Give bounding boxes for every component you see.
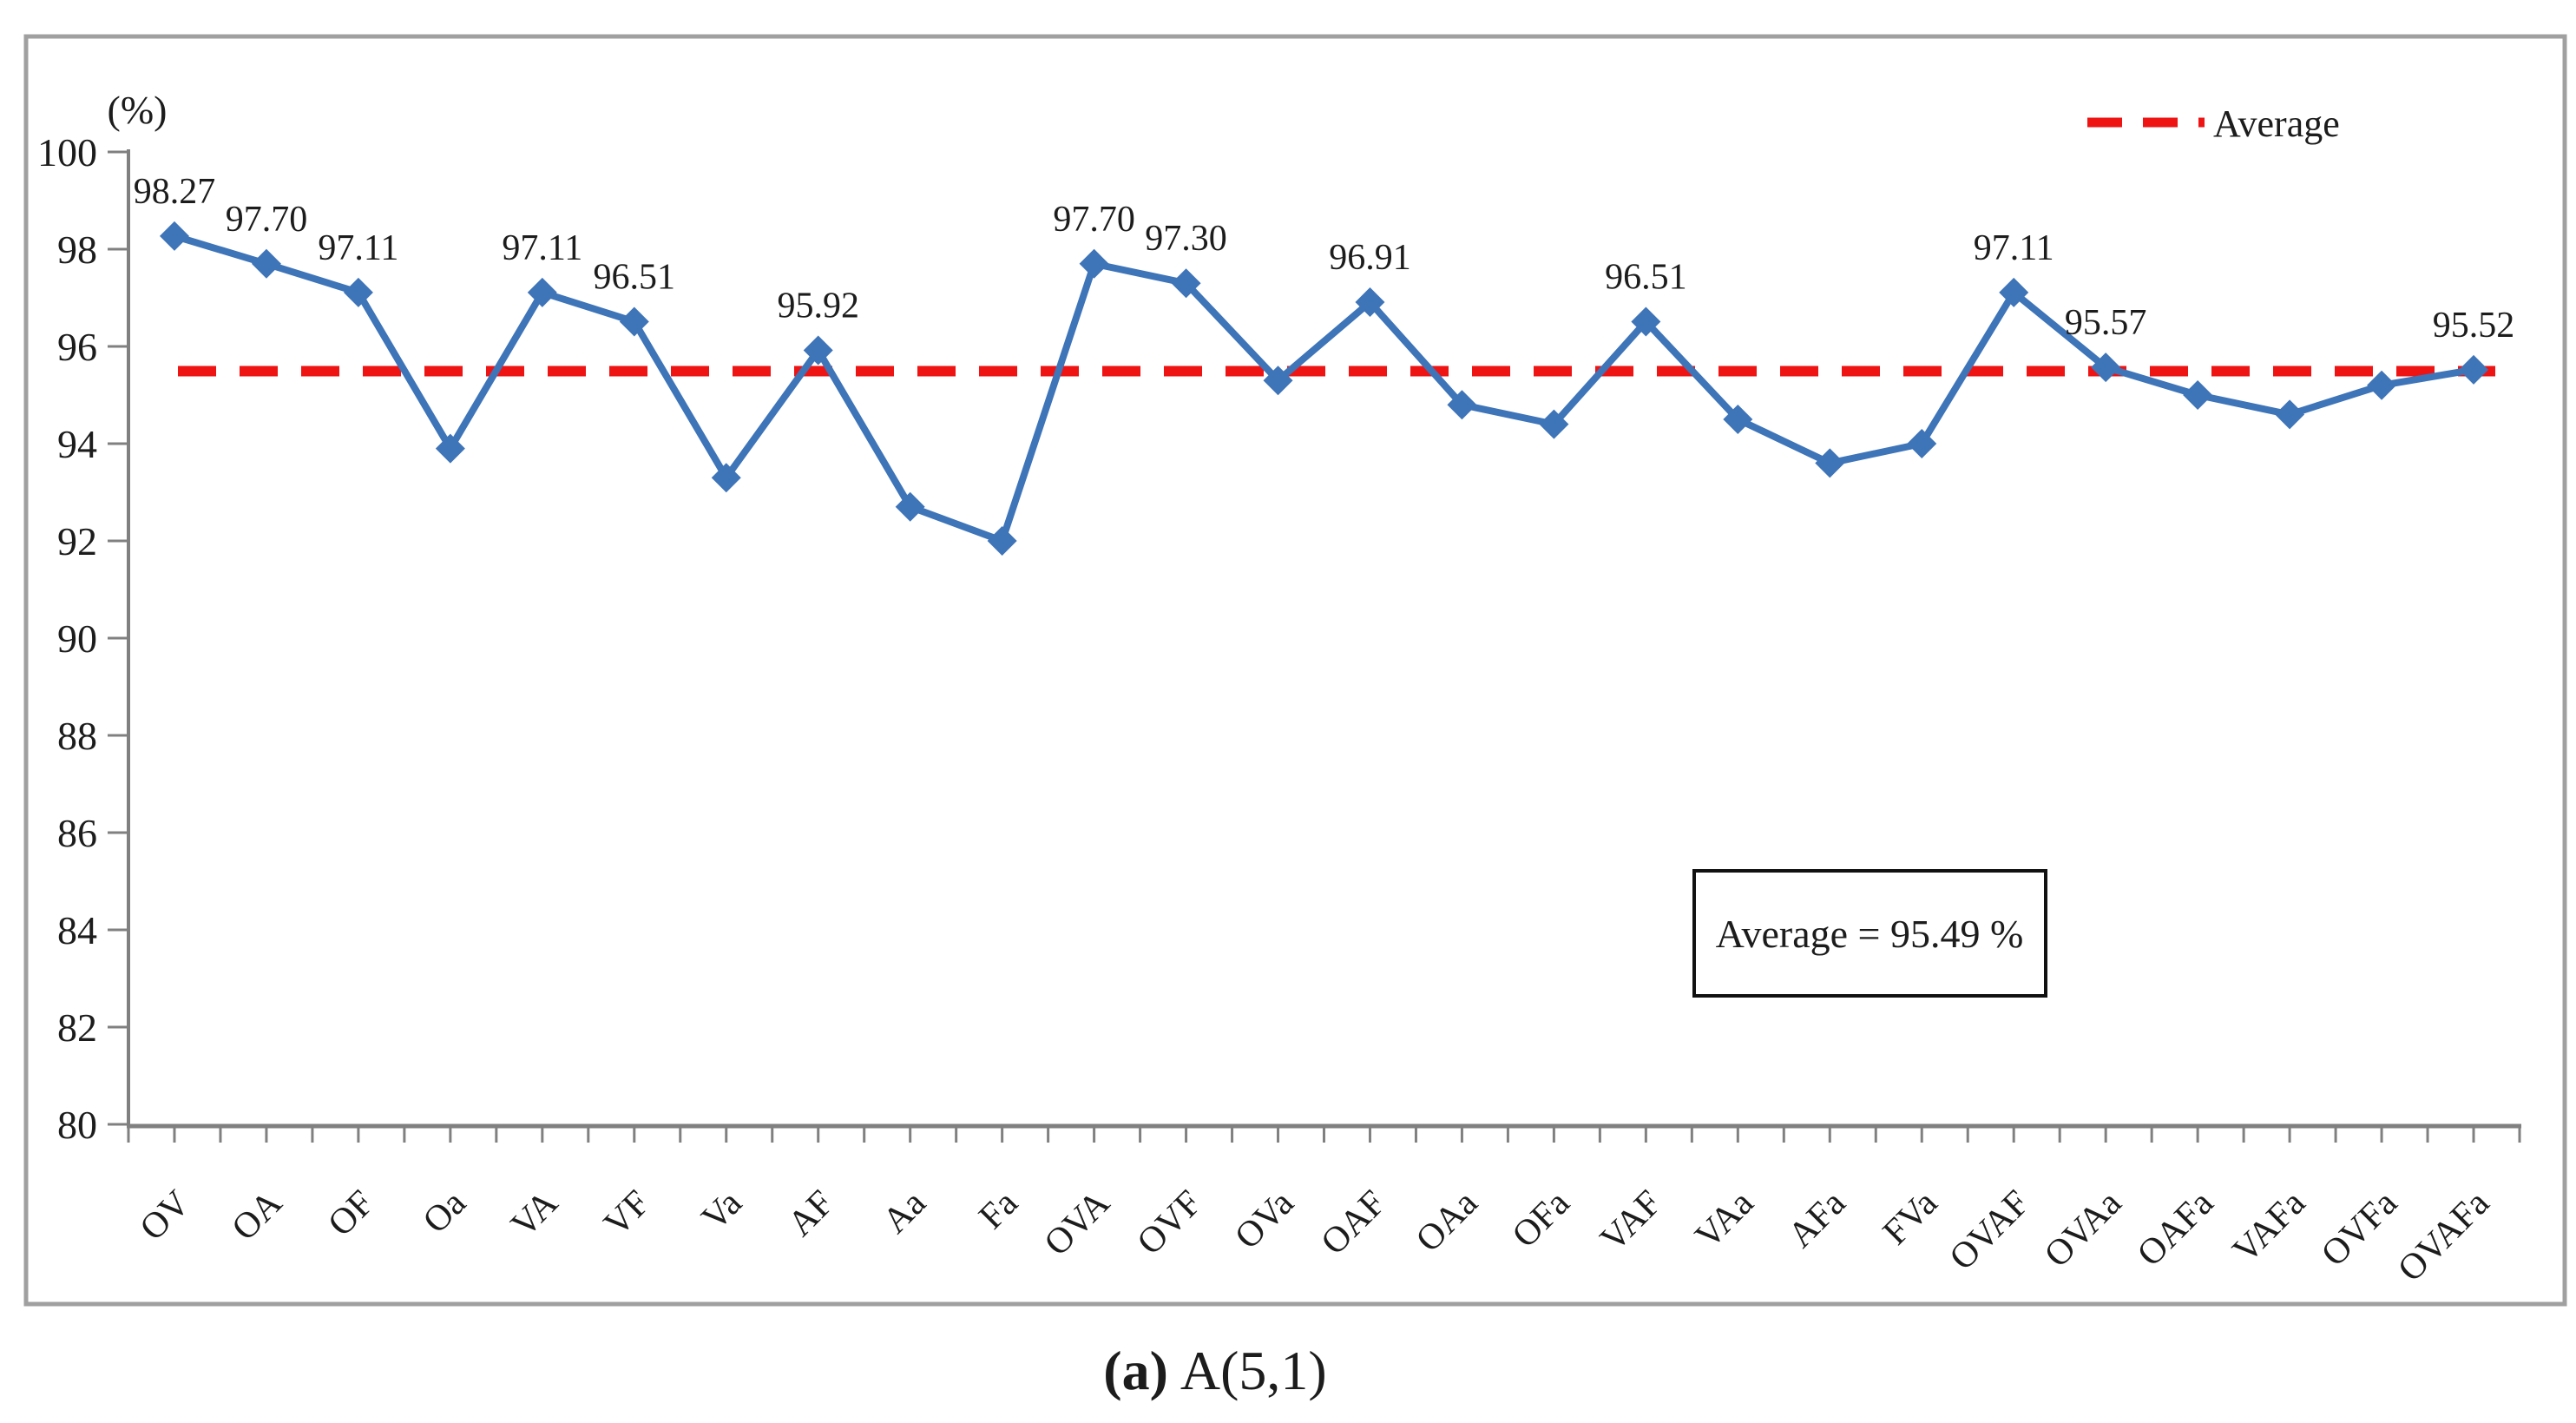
- y-tick-label: 94: [57, 422, 97, 466]
- data-point: [251, 248, 281, 279]
- y-axis-ticks: 100 98 96 94 92 90 88 86 84 82 80: [37, 130, 128, 1147]
- caption-index: (a): [1103, 1340, 1168, 1401]
- data-point: [1171, 268, 1201, 299]
- data-point: [711, 463, 741, 493]
- y-tick-label: 80: [57, 1103, 97, 1147]
- legend-average-label: Average: [2213, 102, 2340, 145]
- y-tick-label: 84: [57, 908, 97, 952]
- y-tick-label: 92: [57, 519, 97, 563]
- data-point-label: 97.11: [502, 228, 582, 268]
- y-tick-label: 96: [57, 325, 97, 369]
- data-point: [1263, 366, 1293, 396]
- y-tick-label: 86: [57, 811, 97, 855]
- annotation-label: Average = 95.49 %: [1716, 912, 2024, 956]
- data-point: [803, 335, 833, 366]
- series-line: [170, 232, 2478, 544]
- data-point: [619, 306, 649, 337]
- data-point: [435, 433, 465, 464]
- chart-border: [23, 34, 2567, 1307]
- data-point: [1539, 409, 1569, 439]
- data-point: [1631, 306, 1661, 337]
- data-point-markers: [159, 221, 2489, 556]
- data-point: [1355, 287, 1385, 318]
- x-axis-ticks: [127, 1126, 2521, 1143]
- data-point-label: 95.92: [777, 286, 859, 326]
- data-point: [2367, 370, 2397, 400]
- data-point: [527, 277, 557, 307]
- data-point: [2183, 380, 2213, 410]
- data-point-label: 96.51: [1605, 257, 1687, 297]
- y-tick-label: 88: [57, 714, 97, 758]
- data-point-label: 96.91: [1329, 238, 1411, 278]
- data-point-label: 97.70: [226, 200, 308, 240]
- data-point: [2459, 354, 2489, 385]
- data-point: [1447, 390, 1477, 420]
- data-point: [343, 277, 373, 307]
- data-point-label: 97.11: [318, 228, 398, 268]
- y-tick-label: 90: [57, 616, 97, 661]
- data-point: [1999, 277, 2029, 307]
- data-point: [1723, 405, 1753, 434]
- data-point: [1079, 248, 1109, 279]
- caption-title: A(5,1): [1180, 1340, 1327, 1401]
- annotation-border: [1692, 869, 2047, 998]
- y-axis-unit-label: (%): [108, 88, 168, 132]
- y-tick-label: 82: [57, 1005, 97, 1050]
- legend: Average: [2087, 102, 2340, 145]
- data-point-label: 97.70: [1053, 200, 1135, 240]
- y-tick-label: 100: [37, 130, 97, 175]
- data-point: [159, 221, 189, 251]
- data-point: [1907, 429, 1937, 458]
- figure-caption: (a) A(5,1): [1103, 1340, 1326, 1401]
- data-point-label: 97.30: [1145, 219, 1227, 259]
- data-point: [1815, 448, 1845, 478]
- average-annotation-box: Average = 95.49 %: [1692, 869, 2047, 998]
- data-point: [987, 526, 1017, 556]
- y-tick-label: 98: [57, 227, 97, 272]
- data-point-label: 96.51: [594, 257, 676, 297]
- data-point: [2275, 399, 2305, 430]
- data-point: [895, 491, 925, 522]
- data-point-label: 95.57: [2065, 303, 2147, 343]
- data-point: [2091, 352, 2121, 383]
- data-point-label: 95.52: [2433, 306, 2515, 346]
- data-point-label: 97.11: [1974, 228, 2054, 268]
- data-point-label: 98.27: [134, 172, 216, 212]
